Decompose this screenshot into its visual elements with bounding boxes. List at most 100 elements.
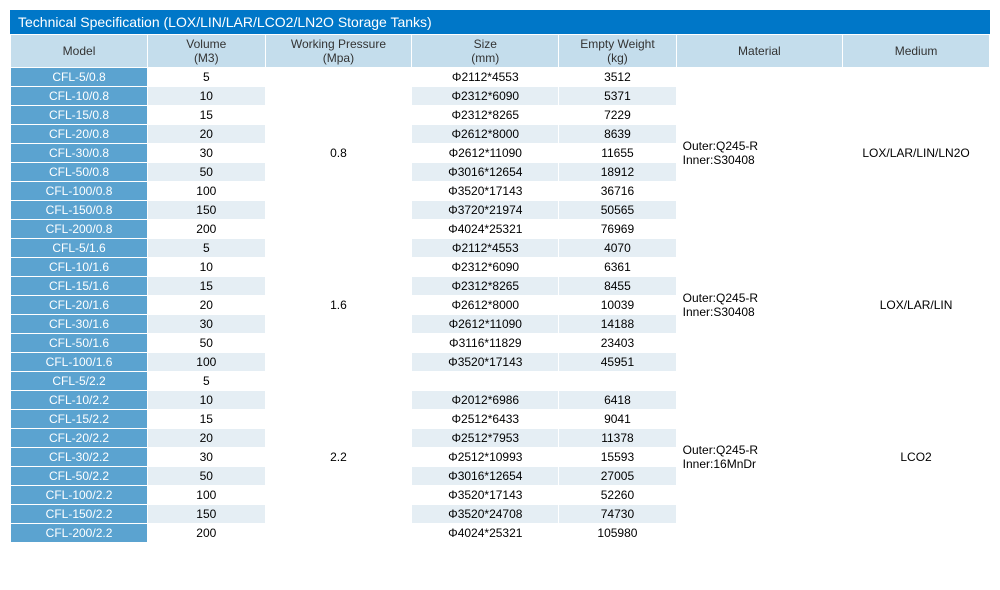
volume-cell: 5 [148,68,265,87]
volume-cell: 150 [148,505,265,524]
working-pressure-cell: 0.8 [265,68,412,239]
volume-cell: 30 [148,144,265,163]
volume-cell: 10 [148,391,265,410]
model-cell: CFL-200/0.8 [11,220,148,239]
size-cell: Φ2512*6433 [412,410,559,429]
weight-cell: 3512 [559,68,676,87]
volume-cell: 5 [148,239,265,258]
size-cell: Φ2612*8000 [412,125,559,144]
weight-cell: 105980 [559,524,676,543]
weight-cell: 4070 [559,239,676,258]
size-cell: Φ2512*10993 [412,448,559,467]
volume-cell: 15 [148,106,265,125]
header-working-pressure: Working Pressure (Mpa) [265,35,412,68]
size-cell: Φ3520*17143 [412,486,559,505]
size-cell: Φ3016*12654 [412,467,559,486]
volume-cell: 20 [148,429,265,448]
volume-cell: 15 [148,277,265,296]
weight-cell: 6361 [559,258,676,277]
model-cell: CFL-100/2.2 [11,486,148,505]
weight-cell: 76969 [559,220,676,239]
size-cell: Φ2112*4553 [412,239,559,258]
header-medium: Medium [843,35,990,68]
size-cell: Φ2612*11090 [412,315,559,334]
header-material: Material [676,35,842,68]
header-empty-weight: Empty Weight (kg) [559,35,676,68]
volume-cell: 200 [148,524,265,543]
weight-cell: 14188 [559,315,676,334]
size-cell: Φ3016*12654 [412,163,559,182]
size-cell: Φ3520*17143 [412,182,559,201]
weight-cell: 7229 [559,106,676,125]
model-cell: CFL-5/0.8 [11,68,148,87]
weight-cell: 11378 [559,429,676,448]
model-cell: CFL-30/0.8 [11,144,148,163]
model-cell: CFL-50/2.2 [11,467,148,486]
weight-cell: 18912 [559,163,676,182]
model-cell: CFL-15/0.8 [11,106,148,125]
model-cell: CFL-150/2.2 [11,505,148,524]
working-pressure-cell: 1.6 [265,239,412,372]
weight-cell: 10039 [559,296,676,315]
size-cell: Φ2312*8265 [412,277,559,296]
size-cell: Φ2312*8265 [412,106,559,125]
weight-cell: 50565 [559,201,676,220]
working-pressure-cell: 2.2 [265,372,412,543]
volume-cell: 10 [148,87,265,106]
table-row: CFL-5/0.850.8Φ2112*45533512Outer:Q245-RI… [11,68,990,87]
model-cell: CFL-10/1.6 [11,258,148,277]
weight-cell: 6418 [559,391,676,410]
volume-cell: 100 [148,353,265,372]
volume-cell: 50 [148,467,265,486]
weight-cell [559,372,676,391]
medium-cell: LOX/LAR/LIN/LN2O [843,68,990,239]
header-volume: Volume (M3) [148,35,265,68]
size-cell: Φ2112*4553 [412,68,559,87]
volume-cell: 100 [148,486,265,505]
table-body: CFL-5/0.850.8Φ2112*45533512Outer:Q245-RI… [11,68,990,543]
header-model: Model [11,35,148,68]
weight-cell: 27005 [559,467,676,486]
model-cell: CFL-15/1.6 [11,277,148,296]
volume-cell: 50 [148,334,265,353]
weight-cell: 52260 [559,486,676,505]
model-cell: CFL-5/2.2 [11,372,148,391]
volume-cell: 100 [148,182,265,201]
volume-cell: 50 [148,163,265,182]
volume-cell: 15 [148,410,265,429]
title-text: Technical Specification (LOX/LIN/LAR/LCO… [18,14,432,30]
weight-cell: 8639 [559,125,676,144]
model-cell: CFL-150/0.8 [11,201,148,220]
model-cell: CFL-10/0.8 [11,87,148,106]
volume-cell: 30 [148,448,265,467]
size-cell: Φ2612*11090 [412,144,559,163]
size-cell: Φ3520*17143 [412,353,559,372]
volume-cell: 150 [148,201,265,220]
volume-cell: 20 [148,296,265,315]
weight-cell: 15593 [559,448,676,467]
size-cell: Φ3116*11829 [412,334,559,353]
material-cell: Outer:Q245-RInner:S30408 [676,68,842,239]
size-cell: Φ2012*6986 [412,391,559,410]
model-cell: CFL-5/1.6 [11,239,148,258]
material-cell: Outer:Q245-RInner:S30408 [676,239,842,372]
size-cell: Φ4024*25321 [412,220,559,239]
volume-cell: 200 [148,220,265,239]
title-bar: Technical Specification (LOX/LIN/LAR/LCO… [10,10,990,34]
volume-cell: 10 [148,258,265,277]
weight-cell: 9041 [559,410,676,429]
model-cell: CFL-50/0.8 [11,163,148,182]
weight-cell: 8455 [559,277,676,296]
table-row: CFL-5/1.651.6Φ2112*45534070Outer:Q245-RI… [11,239,990,258]
model-cell: CFL-10/2.2 [11,391,148,410]
model-cell: CFL-20/2.2 [11,429,148,448]
model-cell: CFL-30/1.6 [11,315,148,334]
model-cell: CFL-15/2.2 [11,410,148,429]
size-cell: Φ3520*24708 [412,505,559,524]
size-cell: Φ2612*8000 [412,296,559,315]
model-cell: CFL-100/1.6 [11,353,148,372]
volume-cell: 5 [148,372,265,391]
material-cell: Outer:Q245-RInner:16MnDr [676,372,842,543]
table-row: CFL-5/2.252.2Outer:Q245-RInner:16MnDrLCO… [11,372,990,391]
volume-cell: 30 [148,315,265,334]
